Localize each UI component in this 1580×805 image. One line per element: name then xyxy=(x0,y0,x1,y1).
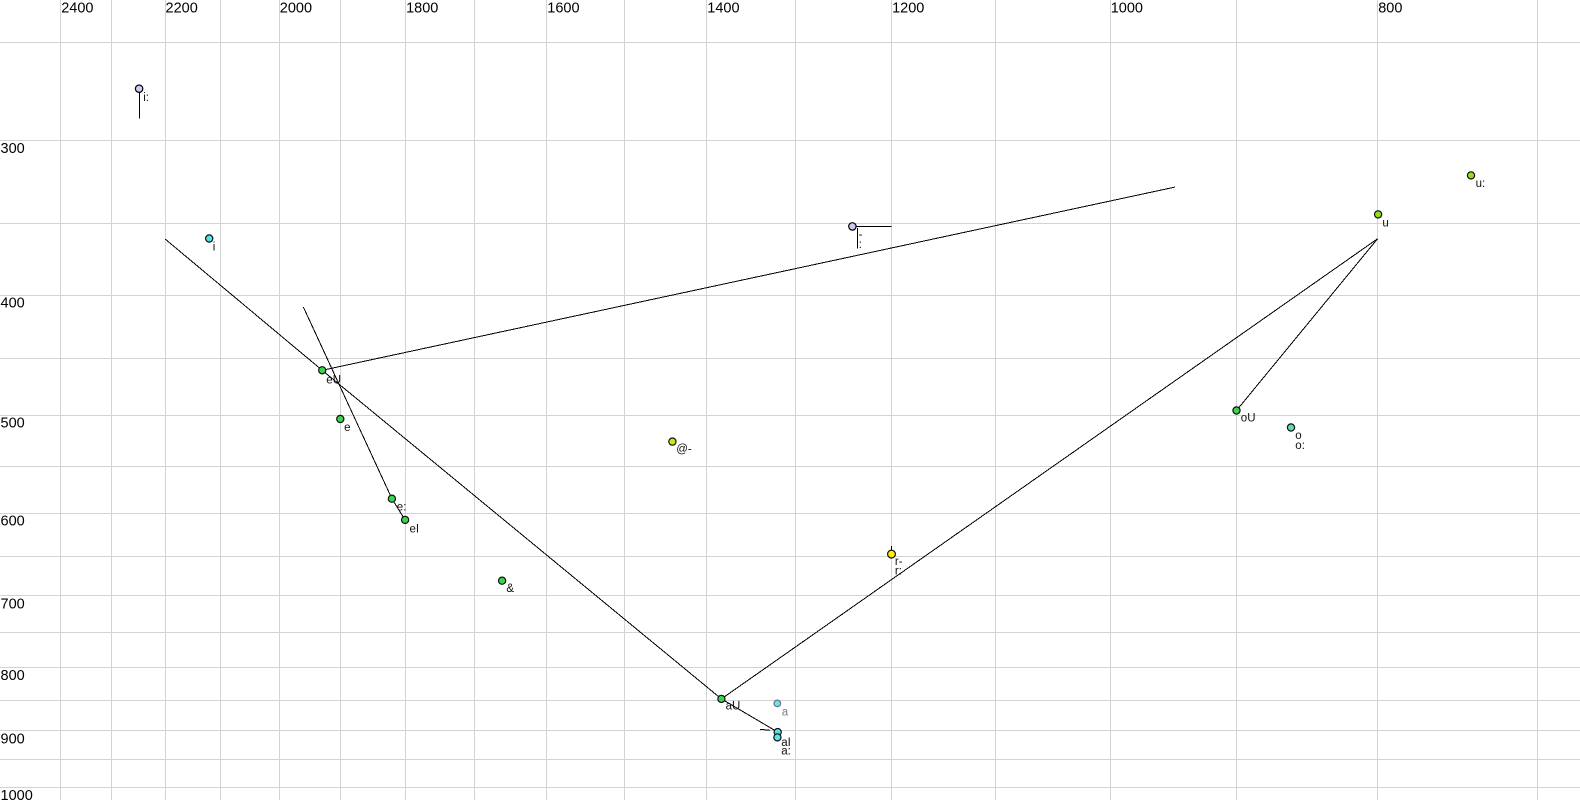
svg-text:2200: 2200 xyxy=(166,1,198,17)
svg-text:600: 600 xyxy=(1,514,25,530)
svg-text:aI: aI xyxy=(781,737,791,749)
svg-text:1000: 1000 xyxy=(1,788,33,800)
svg-text:-: - xyxy=(859,229,863,241)
svg-text:e:: e: xyxy=(397,502,407,514)
svg-text:a:: a: xyxy=(781,746,791,758)
svg-text:i: i xyxy=(213,241,216,253)
svg-text:1200: 1200 xyxy=(892,1,924,17)
svg-text:u: u xyxy=(1382,218,1388,230)
svg-text:1600: 1600 xyxy=(547,1,579,17)
svg-text:r-: r- xyxy=(895,556,903,568)
svg-text:r:: r: xyxy=(895,566,902,578)
svg-text::: : xyxy=(859,239,862,251)
svg-text:300: 300 xyxy=(1,141,25,157)
svg-text:&: & xyxy=(506,583,514,595)
svg-text:u:: u: xyxy=(1476,178,1486,190)
svg-text:700: 700 xyxy=(1,596,25,612)
svg-text:1400: 1400 xyxy=(707,1,739,17)
svg-text:@-: @- xyxy=(676,444,692,456)
svg-text:eI: eI xyxy=(410,524,420,536)
svg-text:800: 800 xyxy=(1,668,25,684)
svg-text:900: 900 xyxy=(1,731,25,747)
svg-text:o:: o: xyxy=(1295,440,1305,452)
svg-text:o: o xyxy=(1295,430,1301,442)
svg-text:eU: eU xyxy=(326,375,341,387)
svg-text:a: a xyxy=(782,707,789,719)
svg-text:aU: aU xyxy=(726,701,741,713)
svg-text:2400: 2400 xyxy=(61,1,93,17)
svg-text:i:: i: xyxy=(143,92,149,104)
svg-text:400: 400 xyxy=(1,296,25,312)
svg-text:1800: 1800 xyxy=(406,1,438,17)
svg-text:e: e xyxy=(344,422,350,434)
svg-text:500: 500 xyxy=(1,416,25,432)
svg-text:2000: 2000 xyxy=(280,1,312,17)
svg-text:800: 800 xyxy=(1378,1,1402,17)
svg-text:oU: oU xyxy=(1241,413,1256,425)
svg-text:1000: 1000 xyxy=(1111,1,1143,17)
